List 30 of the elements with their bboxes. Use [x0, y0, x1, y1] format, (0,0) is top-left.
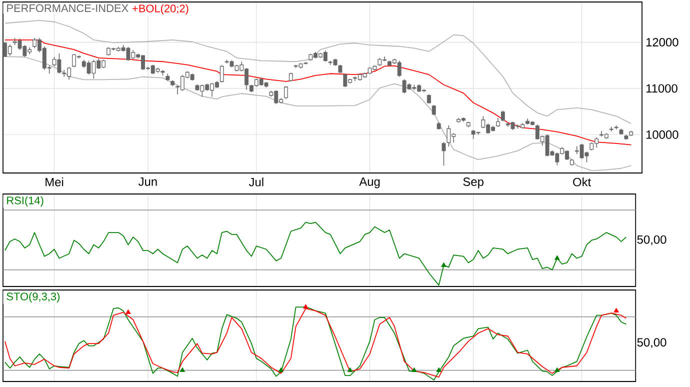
text: 50,00 — [637, 235, 666, 246]
point — [278, 367, 284, 372]
candlestick — [500, 110, 505, 122]
text: 50,00 — [637, 338, 666, 348]
candlestick — [432, 104, 436, 116]
point — [436, 367, 442, 372]
x-tick-label: Jul — [248, 178, 264, 186]
line-series — [4, 56, 632, 172]
point — [412, 367, 417, 372]
x-tick-label: Aug — [359, 178, 380, 188]
x-tick-label: Sep — [463, 178, 484, 188]
y-tick-label: 11000 — [646, 84, 678, 93]
text: +BOL(20;2) — [132, 4, 188, 15]
chart-title: PERFORMANCE-INDEX — [7, 4, 128, 12]
candlestick — [284, 86, 288, 100]
point — [303, 304, 308, 309]
point — [180, 367, 186, 372]
x-tick-label: Okt — [573, 178, 591, 186]
text: STO(9,3,3) — [6, 292, 60, 303]
y-tick-label: 12000 — [646, 38, 678, 46]
point — [554, 367, 560, 372]
point — [126, 309, 131, 314]
x-tick-label: Mei — [46, 178, 64, 186]
y-tick-label: 10000 — [646, 130, 678, 139]
x-tick-label: Jun — [138, 178, 157, 186]
point — [614, 308, 619, 312]
candlestick — [426, 94, 431, 104]
candlestick — [220, 64, 224, 83]
text: RSI(14) — [7, 196, 44, 207]
point — [347, 367, 353, 372]
